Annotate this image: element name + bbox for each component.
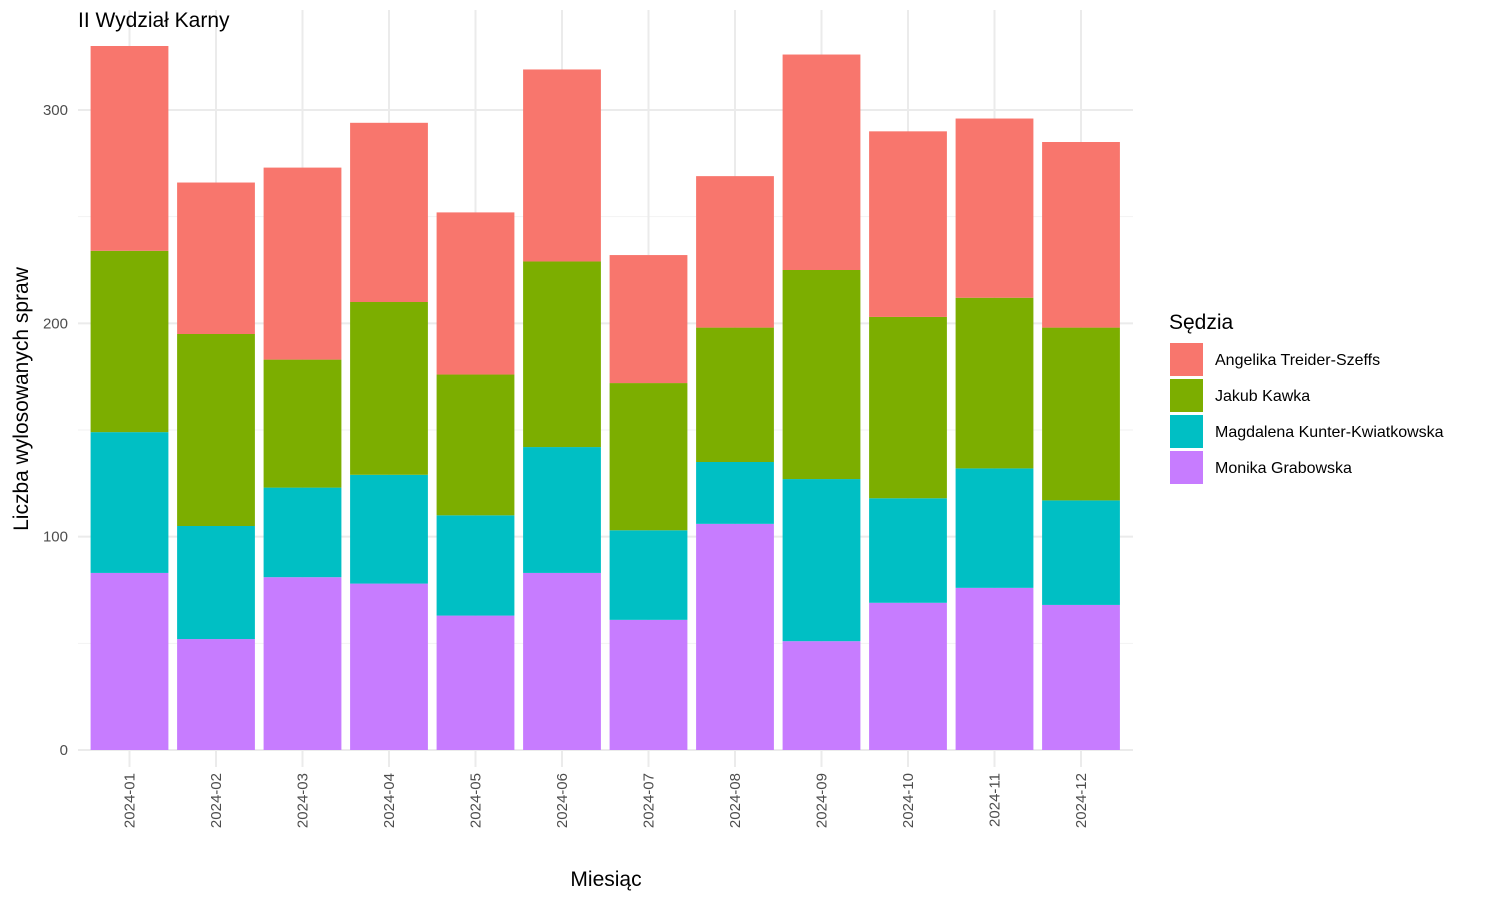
x-tick-label: 2024-02 [208, 773, 225, 828]
legend-label: Angelika Treider-Szeffs [1215, 352, 1380, 369]
x-tick-label: 2024-04 [381, 773, 398, 828]
legend-label: Jakub Kawka [1215, 388, 1310, 405]
bar-segment [869, 602, 947, 750]
x-tick-label: 2024-10 [900, 773, 917, 828]
bar-segment [90, 432, 169, 573]
x-tick-label: 2024-03 [295, 773, 312, 828]
bar-segment [782, 270, 861, 480]
bar-segment [782, 641, 861, 750]
legend-label: Monika Grabowska [1215, 460, 1352, 477]
chart-title: II Wydział Karny [78, 9, 230, 32]
bar-segment [90, 46, 169, 251]
bar-segment [782, 54, 861, 271]
bar-segment [1042, 604, 1120, 750]
bar-segment [350, 474, 428, 584]
bar-segment [955, 297, 1034, 469]
bar-segment [696, 523, 774, 750]
legend: Sędzia Angelika Treider-Szeffs Jakub Kawk… [1169, 311, 1444, 484]
bar-segment [955, 118, 1034, 298]
x-tick-label: 2024-05 [468, 773, 485, 828]
y-axis-title: Liczba wylosowanych spraw [10, 266, 33, 531]
bar-segment [350, 122, 428, 302]
bar-segment [1042, 500, 1120, 605]
bar-segment [177, 334, 255, 526]
bar-segment [955, 587, 1034, 750]
bar-segment [609, 530, 688, 620]
x-tick-label: 2024-09 [814, 773, 831, 828]
y-tick-label: 300 [43, 102, 68, 119]
bar-segment [523, 572, 601, 750]
legend-swatch [1170, 343, 1203, 376]
legend-swatch [1170, 451, 1203, 484]
x-tick-label: 2024-06 [554, 773, 571, 828]
legend-swatch [1170, 379, 1203, 412]
bar-segment [436, 515, 515, 616]
bar-segment [782, 479, 861, 642]
bar-segment [263, 487, 342, 578]
x-tick-label: 2024-12 [1073, 773, 1090, 828]
bar-segment [696, 176, 774, 328]
bars [90, 46, 1120, 750]
bar-segment [609, 255, 688, 384]
bar-segment [90, 250, 169, 433]
bar-segment [869, 498, 947, 603]
bar-segment [177, 526, 255, 640]
legend-swatch [1170, 415, 1203, 448]
bar-segment [955, 468, 1034, 588]
x-tick-label: 2024-08 [727, 773, 744, 828]
bar-segment [350, 302, 428, 475]
bar-segment [436, 374, 515, 516]
bar-segment [177, 639, 255, 750]
y-tick-label: 200 [43, 315, 68, 332]
legend-label: Magdalena Kunter-Kwiatkowska [1215, 424, 1444, 441]
bar-segment [696, 327, 774, 462]
bar-segment [869, 316, 947, 499]
x-axis-title: Miesiąc [570, 868, 641, 891]
bar-segment [436, 615, 515, 750]
bar-segment [263, 577, 342, 750]
axis-ticks: 0 100 200 300 2024-01 2024-02 2024-03 2024-04 20… [43, 102, 1090, 828]
bar-segment [523, 447, 601, 573]
bar-segment [436, 212, 515, 375]
x-tick-label: 2024-11 [987, 773, 1004, 827]
bar-segment [1042, 142, 1120, 328]
bar-segment [523, 69, 601, 262]
bar-segment [90, 572, 169, 750]
bar-segment [263, 359, 342, 488]
bar-segment [869, 131, 947, 317]
y-tick-label: 100 [43, 529, 68, 546]
legend-title: Sędzia [1169, 311, 1234, 334]
y-tick-label: 0 [60, 742, 68, 759]
x-tick-label: 2024-07 [641, 773, 658, 828]
bar-segment [1042, 327, 1120, 501]
bar-segment [263, 167, 342, 360]
bar-segment [350, 583, 428, 750]
bar-segment [696, 462, 774, 524]
bar-segment [609, 619, 688, 750]
x-tick-label: 2024-01 [122, 773, 139, 828]
bar-segment [523, 261, 601, 448]
bar-segment [177, 182, 255, 334]
bar-segment [609, 383, 688, 531]
